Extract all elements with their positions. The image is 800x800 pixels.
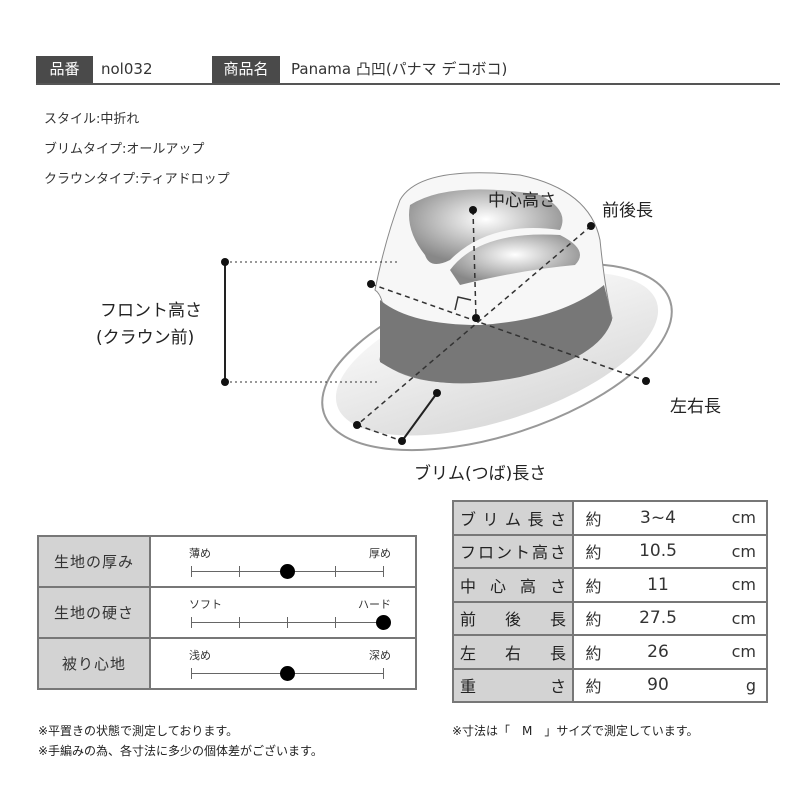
slider-tick: [239, 566, 240, 577]
feel-scale: 薄め 厚め: [189, 537, 391, 586]
size-label-text: 重さ: [460, 677, 566, 697]
size-approx: 約: [572, 667, 613, 703]
size-unit: g: [703, 667, 768, 703]
feel-scale: ソフト ハード: [189, 588, 391, 637]
size-row: 左右長約 26 cm: [452, 634, 768, 670]
hat-illustration: [321, 172, 673, 452]
note-handmade: ※手編みの為、各寸法に多少の個体差がございます。: [38, 744, 323, 758]
size-value: 11: [613, 567, 703, 603]
size-row: 前後長約 27.5 cm: [452, 600, 768, 636]
header-divider: [36, 83, 780, 85]
label-brim: ブリム(つば)長さ: [414, 464, 547, 484]
size-label: 中心高さ: [452, 567, 574, 603]
size-approx: 約: [572, 634, 613, 670]
size-unit: cm: [703, 533, 768, 569]
size-approx: 約: [572, 533, 613, 569]
label-center-height: 中心高さ: [488, 191, 556, 211]
size-value: 26: [613, 634, 703, 670]
slider-tick: [383, 566, 384, 577]
size-row: 中心高さ約 11 cm: [452, 567, 768, 603]
slider-tick: [191, 617, 192, 628]
slider-tick: [191, 566, 192, 577]
size-label-text: 前後長: [460, 610, 566, 630]
scale-max-label: ハード: [358, 598, 391, 611]
scale-min-label: 浅め: [189, 649, 211, 662]
label-front-height-sub: (クラウン前): [96, 328, 195, 348]
feel-scale: 浅め 深め: [189, 639, 391, 688]
size-label: 重さ: [452, 667, 574, 703]
slider-tick: [383, 668, 384, 679]
scale-marker: [376, 615, 391, 630]
slider-tick: [191, 668, 192, 679]
hat-diagram: [221, 172, 673, 452]
size-unit: cm: [703, 500, 768, 536]
slider-tick: [335, 566, 336, 577]
feel-label: 生地の硬さ: [37, 586, 151, 639]
size-value: 3~4: [613, 500, 703, 536]
code-label: 品番: [36, 56, 93, 83]
size-table: ブリム長さ約 3~4 cm フロント高さ約 10.5 cm 中心高さ約 11 cm 前後長約 27.…: [452, 500, 768, 703]
size-row: ブリム長さ約 3~4 cm: [452, 500, 768, 536]
slider-tick: [239, 617, 240, 628]
size-value: 27.5: [613, 600, 703, 636]
scale-marker: [280, 666, 295, 681]
scale-max-label: 深め: [369, 649, 391, 662]
slider-tick: [335, 617, 336, 628]
scale-min-label: 薄め: [189, 547, 211, 560]
feel-row: 生地の厚み 薄め 厚め: [37, 535, 417, 588]
scale-min-label: ソフト: [189, 598, 222, 611]
spec-brim-type: ブリムタイプ:オールアップ: [44, 142, 205, 157]
size-approx: 約: [572, 567, 613, 603]
feel-table: 生地の厚み 薄め 厚め生地の硬さ ソフト ハード被り心地 浅め 深め: [37, 535, 417, 690]
spec-crown-type: クラウンタイプ:ティアドロップ: [44, 172, 230, 187]
size-label: 前後長: [452, 600, 574, 636]
size-label-text: フロント高さ: [460, 543, 566, 563]
size-label-text: 中心高さ: [460, 576, 566, 596]
size-approx: 約: [572, 500, 613, 536]
label-left-right: 左右長: [670, 397, 721, 417]
size-label: ブリム長さ: [452, 500, 574, 536]
product-code: nol032: [101, 60, 153, 78]
slider-tick: [287, 617, 288, 628]
size-approx: 約: [572, 600, 613, 636]
name-label: 商品名: [212, 56, 280, 83]
scale-marker: [280, 564, 295, 579]
size-value: 90: [613, 667, 703, 703]
size-label-text: 左右長: [460, 643, 566, 663]
size-unit: cm: [703, 634, 768, 670]
feel-label: 被り心地: [37, 637, 151, 690]
label-front-back: 前後長: [602, 201, 653, 221]
size-row: 重さ約 90 g: [452, 667, 768, 703]
size-row: フロント高さ約 10.5 cm: [452, 533, 768, 569]
spec-style: スタイル:中折れ: [44, 112, 140, 127]
product-name: Panama 凸凹(パナマ デコボコ): [291, 60, 508, 78]
feel-row: 生地の硬さ ソフト ハード: [37, 586, 417, 639]
size-label-text: ブリム長さ: [460, 509, 566, 529]
size-unit: cm: [703, 600, 768, 636]
feel-row: 被り心地 浅め 深め: [37, 637, 417, 690]
size-label: フロント高さ: [452, 533, 574, 569]
scale-max-label: 厚め: [369, 547, 391, 560]
size-unit: cm: [703, 567, 768, 603]
note-flat: ※平置きの状態で測定しております。: [38, 724, 239, 738]
note-size: ※寸法は「 M 」サイズで測定しています。: [452, 724, 699, 738]
size-label: 左右長: [452, 634, 574, 670]
label-front-height: フロント高さ: [100, 301, 202, 321]
size-value: 10.5: [613, 533, 703, 569]
feel-label: 生地の厚み: [37, 535, 151, 588]
